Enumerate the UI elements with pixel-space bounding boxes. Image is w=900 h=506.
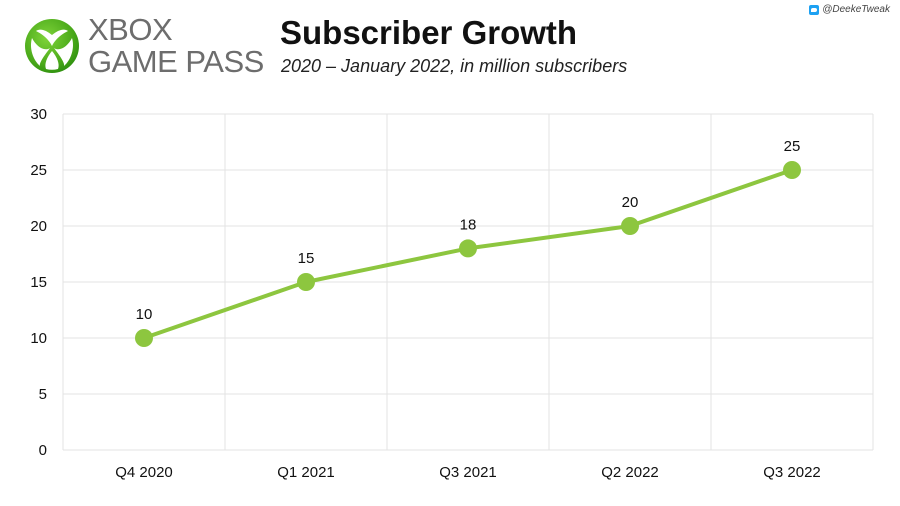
data-point [297, 273, 315, 291]
chart-subtitle: 2020 – January 2022, in million subscrib… [281, 56, 628, 76]
data-point [459, 239, 477, 258]
twitter-handle[interactable]: @DeekeTweak [809, 4, 890, 15]
series-group [135, 161, 801, 347]
x-tick-label: Q3 2021 [439, 464, 497, 481]
y-tick-label: 25 [30, 162, 47, 179]
y-tick-label: 20 [30, 218, 47, 235]
x-tick-label: Q3 2022 [763, 464, 821, 481]
y-tick-label: 10 [30, 330, 47, 347]
y-axis: 0 5 10 15 20 25 30 [30, 106, 47, 459]
y-tick-label: 0 [39, 442, 47, 459]
data-label: 20 [622, 194, 639, 211]
data-labels: 10 15 18 20 25 [136, 138, 801, 323]
data-label: 25 [784, 138, 801, 155]
data-label: 15 [298, 250, 315, 267]
x-tick-label: Q2 2022 [601, 464, 659, 481]
handle-text: @DeekeTweak [822, 4, 890, 15]
twitter-icon [809, 4, 820, 15]
data-point [135, 329, 153, 347]
brand-line2: GAME PASS [88, 44, 264, 79]
data-label: 10 [136, 306, 153, 323]
x-axis: Q4 2020 Q1 2021 Q3 2021 Q2 2022 Q3 2022 [115, 464, 821, 481]
header: XBOX GAME PASS Subscriber Growth 2020 – … [0, 0, 900, 90]
x-tick-label: Q1 2021 [277, 464, 335, 481]
data-point [783, 161, 801, 179]
y-tick-label: 5 [39, 386, 47, 403]
xbox-sphere-icon [25, 19, 79, 73]
y-tick-label: 15 [30, 274, 47, 291]
brand-logo-text: XBOX GAME PASS [88, 14, 264, 77]
data-point [621, 217, 639, 235]
gridlines [62, 113, 874, 451]
brand-line1: XBOX [88, 12, 173, 47]
chart-title: Subscriber Growth [280, 14, 578, 51]
x-tick-label: Q4 2020 [115, 464, 173, 481]
data-label: 18 [460, 216, 477, 233]
y-tick-label: 30 [30, 106, 47, 123]
